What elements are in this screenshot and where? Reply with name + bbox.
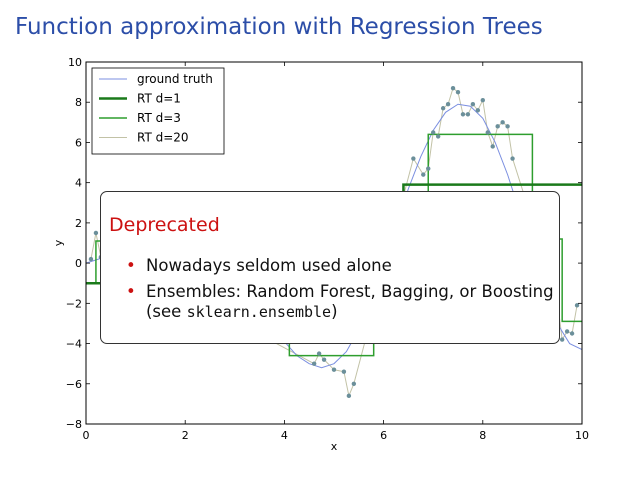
legend-label-rt-d-1: RT d=1 <box>137 92 181 106</box>
code-sklearn-ensemble: sklearn.ensemble <box>186 303 332 321</box>
x-axis-label: x <box>331 440 338 453</box>
x-tick-label: 8 <box>479 429 486 442</box>
legend-label-rt-d-3: RT d=3 <box>137 111 181 125</box>
sample-point <box>505 124 510 129</box>
bullet-icon: • <box>126 282 136 301</box>
sample-point <box>88 256 94 262</box>
sample-point <box>455 89 461 95</box>
y-tick-label: 8 <box>75 96 82 109</box>
y-tick-label: 4 <box>75 177 82 190</box>
sample-point <box>411 156 416 161</box>
bullet-item-seldom-used: • Nowadays seldom used alone <box>101 256 554 276</box>
sample-point <box>490 144 495 149</box>
chart-legend: ground truth RT d=1 RT d=3 RT d=20 <box>91 67 225 155</box>
callout-title: Deprecated <box>109 214 220 236</box>
sample-point <box>475 108 481 113</box>
sample-point <box>351 381 357 386</box>
deprecated-callout: Deprecated • Nowadays seldom used alone … <box>100 191 560 344</box>
callout-bullet-list: • Nowadays seldom used alone • Ensembles… <box>101 256 554 328</box>
y-tick-label: −4 <box>66 338 82 351</box>
sample-point <box>331 367 337 372</box>
y-tick-label: −6 <box>66 378 82 391</box>
sample-point <box>510 156 515 161</box>
sample-point <box>93 230 99 236</box>
sample-point <box>564 329 570 334</box>
bullet-item-ensembles: • Ensembles: Random Forest, Bagging, or … <box>101 282 554 322</box>
y-axis-label: y <box>52 239 65 246</box>
x-tick-label: 6 <box>380 429 387 442</box>
sample-point <box>450 85 456 91</box>
bullet-text: Nowadays seldom used alone <box>146 256 392 275</box>
x-tick-label: 10 <box>575 429 589 442</box>
bullet-text-suffix: ) <box>331 302 338 321</box>
sample-point <box>569 331 575 336</box>
sample-point <box>465 112 471 117</box>
sample-point <box>321 357 327 362</box>
sample-point <box>470 102 476 107</box>
sample-point <box>574 303 580 308</box>
x-tick-label: 4 <box>281 429 288 442</box>
sample-point <box>440 106 446 111</box>
sample-point <box>500 120 505 125</box>
sample-point <box>426 166 431 171</box>
bullet-text-prefix: (see <box>146 302 187 321</box>
x-tick-label: 0 <box>83 429 90 442</box>
sample-point <box>421 172 426 177</box>
bullet-icon: • <box>126 256 136 275</box>
y-tick-label: −2 <box>66 297 82 310</box>
y-tick-label: 6 <box>75 136 82 149</box>
y-tick-label: 2 <box>75 217 82 230</box>
plot-frame <box>85 61 583 425</box>
sample-point <box>559 337 565 342</box>
sample-point <box>480 98 485 103</box>
sample-point <box>311 361 317 366</box>
sample-point <box>495 124 500 129</box>
y-tick-label: −8 <box>66 418 82 431</box>
sample-point <box>485 130 490 135</box>
legend-label-rt-d-20: RT d=20 <box>137 131 189 145</box>
y-tick-label: 0 <box>75 257 82 270</box>
sample-point <box>431 130 436 135</box>
sample-point <box>435 134 441 139</box>
legend-box <box>91 67 225 155</box>
slide-title: Function approximation with Regression T… <box>15 14 543 40</box>
sample-point <box>316 351 322 356</box>
sample-point <box>341 369 347 374</box>
sample-point <box>346 393 352 399</box>
y-tick-label: 10 <box>68 56 82 69</box>
sample-point <box>445 102 451 107</box>
bullet-text-line1: Ensembles: Random Forest, Bagging, or Bo… <box>146 282 554 301</box>
x-tick-label: 2 <box>182 429 189 442</box>
legend-label-ground-truth: ground truth <box>137 72 213 86</box>
sample-point <box>460 112 466 117</box>
